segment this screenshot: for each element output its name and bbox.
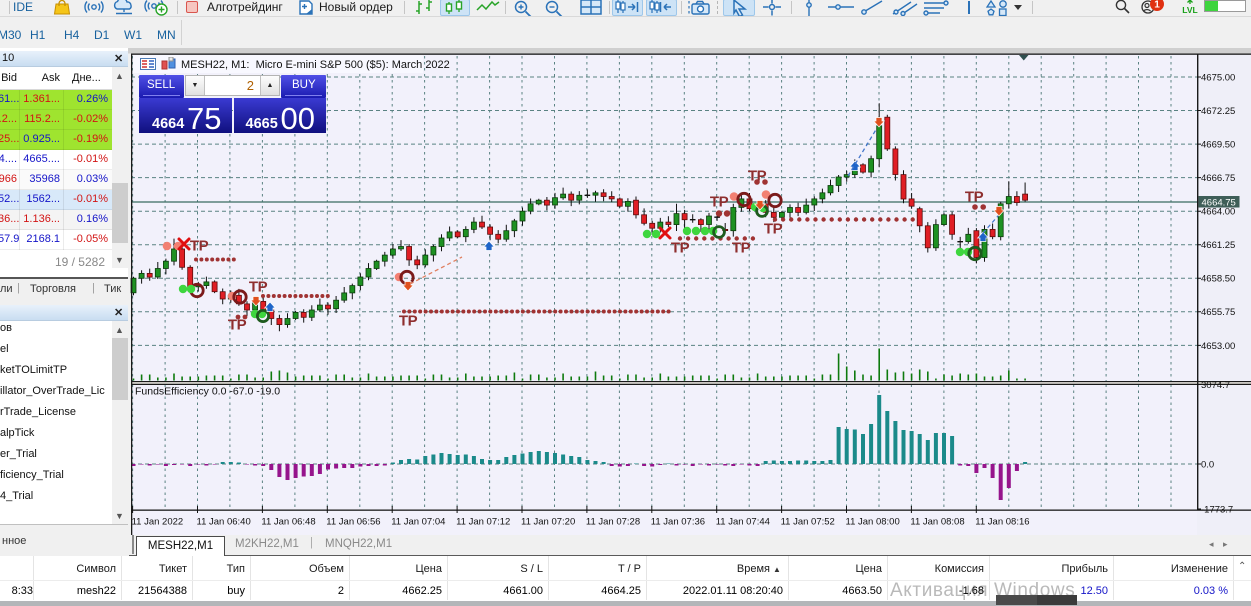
svg-text:11 Jan 07:20: 11 Jan 07:20 [521,517,575,528]
svg-text:4658.50: 4658.50 [1201,274,1235,285]
svg-text:11 Jan 06:40: 11 Jan 06:40 [197,517,251,528]
svg-text:3074.7: 3074.7 [1201,380,1230,391]
svg-text:11 Jan 07:52: 11 Jan 07:52 [781,517,835,528]
svg-text:11 Jan 08:16: 11 Jan 08:16 [975,517,1029,528]
svg-text:0.0: 0.0 [1201,459,1214,470]
svg-text:LVL: LVL [1182,5,1197,15]
svg-text:4655.75: 4655.75 [1201,307,1235,318]
svg-text:4675.00: 4675.00 [1201,72,1235,83]
svg-text:11 Jan 06:56: 11 Jan 06:56 [326,517,380,528]
svg-text:4664.75: 4664.75 [1202,197,1236,208]
svg-text:11 Jan 07:28: 11 Jan 07:28 [586,517,640,528]
svg-text:4653.00: 4653.00 [1201,341,1235,352]
svg-text:1: 1 [1154,0,1160,11]
svg-text:11 Jan 07:44: 11 Jan 07:44 [716,517,770,528]
svg-text:11 Jan 06:48: 11 Jan 06:48 [261,517,315,528]
svg-text:4672.25: 4672.25 [1201,106,1235,117]
svg-text:11 Jan 07:04: 11 Jan 07:04 [391,517,445,528]
svg-text:FundsEfficiency 0.0 -67.0 -19.: FundsEfficiency 0.0 -67.0 -19.0 [135,386,280,398]
svg-text:TP: TP [228,317,247,334]
svg-text:4666.75: 4666.75 [1201,173,1235,184]
svg-text:11 Jan 08:00: 11 Jan 08:00 [846,517,900,528]
svg-text:TP: TP [965,189,984,206]
svg-text:TP: TP [190,238,209,255]
svg-text:TP: TP [748,168,767,185]
svg-text:TP: TP [671,240,690,257]
svg-text:11 Jan 07:12: 11 Jan 07:12 [456,517,510,528]
svg-text:11 Jan 07:36: 11 Jan 07:36 [651,517,705,528]
svg-text:11 Jan 08:08: 11 Jan 08:08 [910,517,964,528]
svg-text:TP: TP [764,221,783,238]
svg-text:4661.25: 4661.25 [1201,240,1235,251]
svg-text:TP: TP [732,240,751,257]
svg-text:4664.00: 4664.00 [1201,207,1235,218]
svg-text:11 Jan 2022: 11 Jan 2022 [132,517,184,528]
svg-text:TP: TP [399,313,418,330]
svg-text:4669.50: 4669.50 [1201,140,1235,151]
svg-text:-1773.7: -1773.7 [1201,504,1233,515]
svg-text:TP: TP [710,194,729,211]
svg-text:TP: TP [249,279,268,296]
